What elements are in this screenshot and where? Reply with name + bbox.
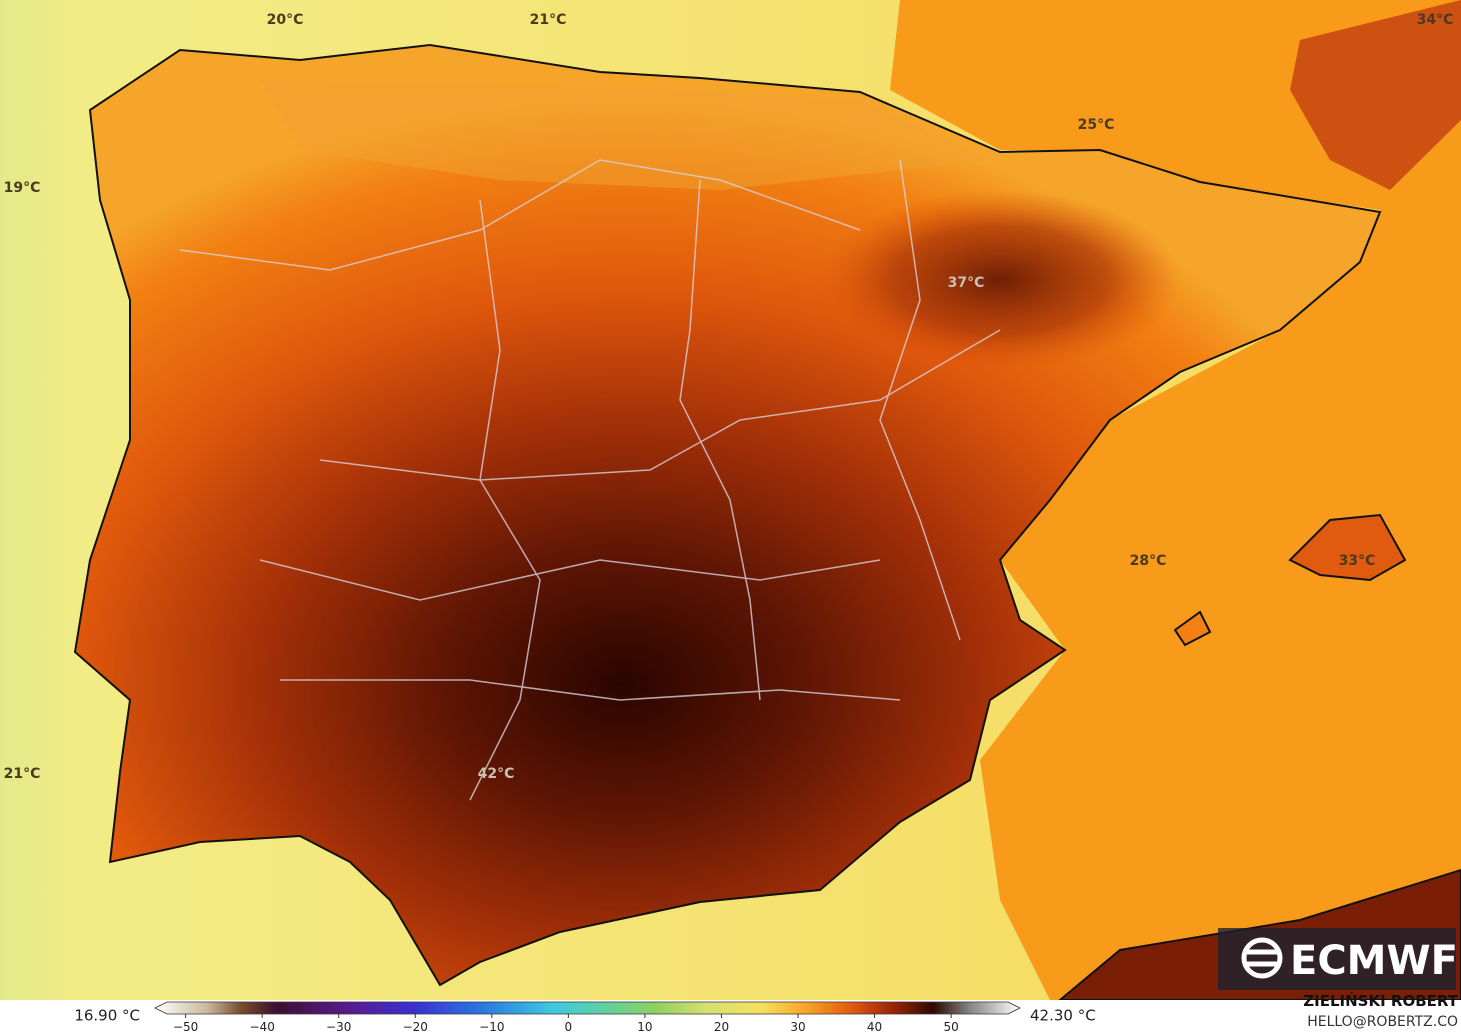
colorbar-tick-label: 40 (867, 1020, 882, 1034)
logo-text: ECMWF (1290, 938, 1458, 984)
borders (179, 159, 1001, 801)
map-label: 37°C (948, 275, 985, 291)
colorbar-tick-label: −20 (403, 1020, 428, 1034)
map-label: 34°C (1417, 12, 1454, 28)
colorbar-min: 16.90 °C (74, 1007, 140, 1025)
colorbar (154, 1001, 1021, 1015)
map-label: 25°C (1078, 117, 1115, 133)
map-label: 21°C (530, 12, 567, 28)
mediterranean (890, 0, 1461, 1000)
colorbar-tick-label: −50 (173, 1020, 198, 1034)
colorbar-tick-label: 30 (790, 1020, 805, 1034)
colorbar-tick-label: −40 (250, 1020, 275, 1034)
colorbar-tick-label: 10 (637, 1020, 652, 1034)
colorbar-tick-label: 20 (714, 1020, 729, 1034)
author: ZIELIŃSKI ROBERT (1303, 991, 1458, 1010)
map-label: 28°C (1130, 553, 1167, 569)
north-coast (260, 80, 990, 190)
map-label: 19°C (4, 180, 41, 196)
email: HELLO@ROBERTZ.CO (1307, 1014, 1458, 1030)
map-label: 33°C (1339, 553, 1376, 569)
ebro-heat (820, 190, 1180, 370)
colorbar-tick-label: −10 (479, 1020, 504, 1034)
colorbar-tick-label: 0 (565, 1020, 573, 1034)
map-label: 20°C (267, 12, 304, 28)
colorbar-tick-label: 50 (943, 1020, 958, 1034)
map-label: 21°C (4, 766, 41, 782)
mallorca (1288, 513, 1407, 582)
colorbar-tick-label: −30 (326, 1020, 351, 1034)
ibiza (1173, 610, 1212, 647)
colorbar-max: 42.30 °C (1030, 1007, 1096, 1025)
map-label: 42°C (478, 766, 515, 782)
warm-zone (1290, 0, 1461, 190)
logo-mark (1241, 937, 1283, 979)
